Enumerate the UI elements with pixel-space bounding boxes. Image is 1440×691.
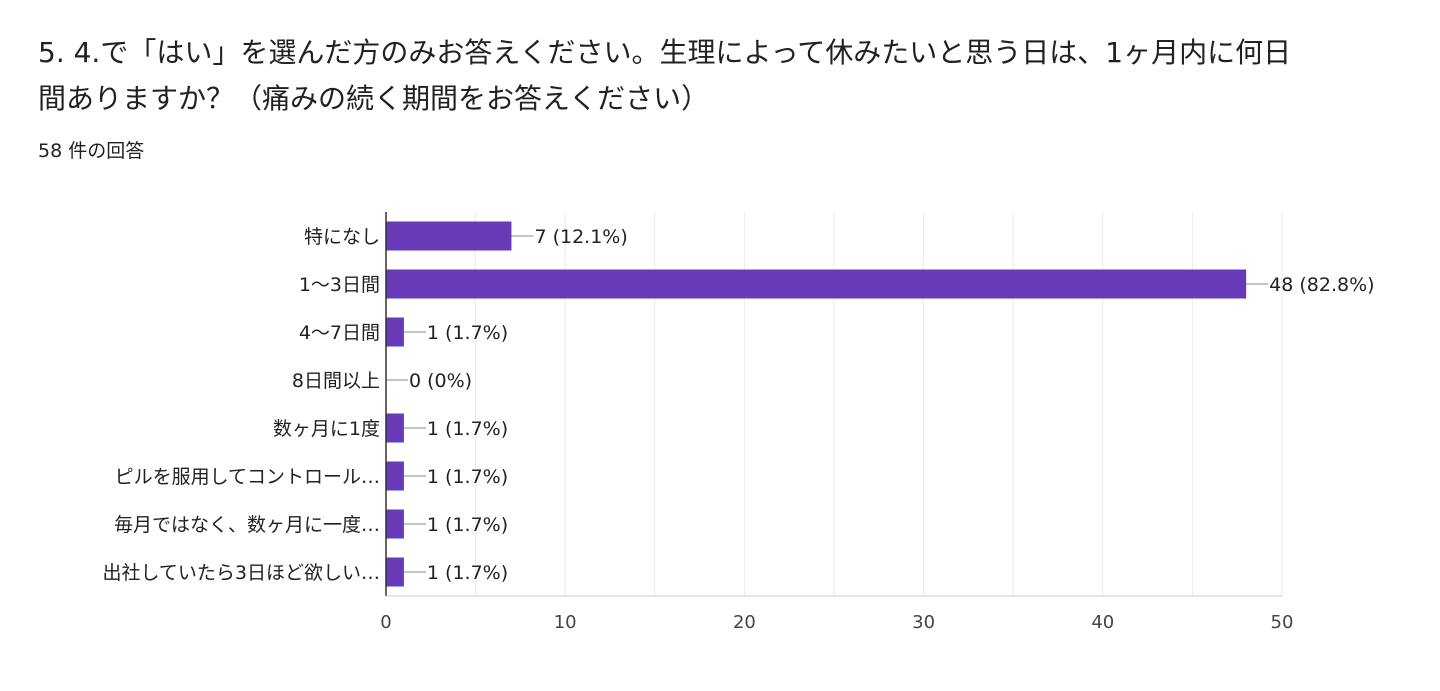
data-label: 1 (1.7%): [427, 322, 508, 344]
question-title: 5. 4.で「はい」を選んだ方のみお答えください。生理によって休みたいと思う日は…: [38, 36, 1292, 115]
data-label: 7 (12.1%): [534, 226, 627, 248]
x-tick-label: 50: [1271, 612, 1294, 633]
x-tick-label: 40: [1091, 612, 1114, 633]
data-label: 1 (1.7%): [427, 562, 508, 584]
x-tick-label: 20: [733, 612, 756, 633]
bar: [386, 461, 404, 491]
x-tick-label: 30: [912, 612, 935, 633]
data-label: 48 (82.8%): [1269, 274, 1374, 296]
category-label: 出社していたら3日ほど欲しい…: [102, 562, 380, 584]
bar: [386, 509, 404, 539]
category-label: ピルを服用してコントロール…: [115, 466, 380, 488]
bar: [386, 269, 1247, 299]
data-label: 0 (0%): [409, 370, 472, 392]
category-label: 特になし: [304, 226, 380, 248]
bar: [386, 221, 512, 251]
response-count: 58 件の回答: [38, 140, 145, 162]
x-tick-label: 0: [380, 612, 391, 633]
bar: [386, 557, 404, 587]
data-label: 1 (1.7%): [427, 418, 508, 440]
data-label: 1 (1.7%): [427, 514, 508, 536]
bar: [386, 413, 404, 443]
category-label: 1〜3日間: [299, 274, 380, 296]
data-label: 1 (1.7%): [427, 466, 508, 488]
category-label: 毎月ではなく、数ヶ月に一度…: [114, 514, 380, 536]
category-label: 4〜7日間: [299, 322, 380, 344]
x-tick-label: 10: [554, 612, 577, 633]
bar: [386, 317, 404, 347]
category-label: 8日間以上: [292, 370, 380, 392]
category-label: 数ヶ月に1度: [273, 418, 380, 440]
